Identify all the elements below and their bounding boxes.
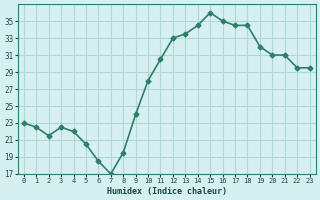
X-axis label: Humidex (Indice chaleur): Humidex (Indice chaleur) — [107, 187, 227, 196]
